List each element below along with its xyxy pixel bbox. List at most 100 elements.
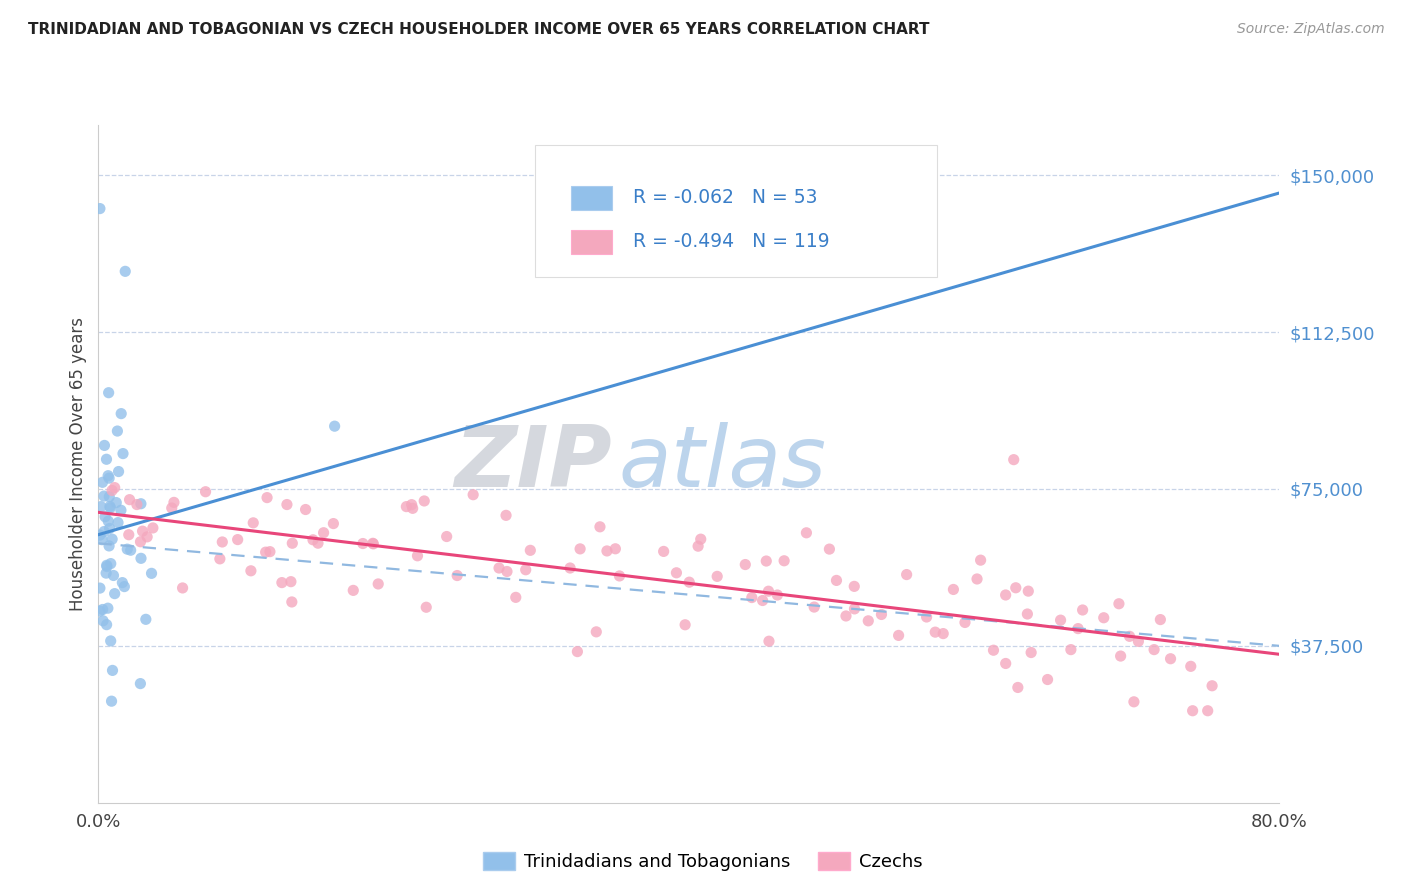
Point (983, 643, 1005, 657)
Point (519, 543, 541, 558)
Point (1060, 642, 1083, 657)
Point (98, 521, 121, 535)
Point (589, 520, 612, 534)
Point (567, 644, 589, 658)
Point (89, 202, 111, 216)
Text: Source: ZipAtlas.com: Source: ZipAtlas.com (1237, 22, 1385, 37)
Point (129, 534, 152, 549)
Point (90, 500, 112, 514)
Point (1036, 673, 1059, 687)
Text: R = -0.494   N = 119: R = -0.494 N = 119 (634, 232, 830, 252)
Point (1181, 704, 1204, 718)
Point (415, 600, 437, 615)
Point (766, 588, 789, 602)
Point (758, 634, 780, 648)
Point (96, 452, 118, 467)
Point (114, 264, 136, 278)
Point (101, 532, 124, 546)
Point (105, 495, 128, 509)
Point (1180, 659, 1202, 673)
Point (93, 524, 115, 539)
Point (406, 549, 429, 563)
Point (91, 475, 114, 490)
Point (844, 579, 866, 593)
Point (488, 561, 510, 575)
Point (741, 591, 763, 605)
Point (280, 574, 302, 589)
Point (100, 557, 122, 571)
Point (104, 587, 127, 601)
Point (1128, 634, 1150, 648)
Point (825, 574, 848, 588)
Point (94, 509, 117, 524)
Point (367, 577, 389, 591)
Point (673, 617, 696, 632)
Point (605, 541, 627, 556)
Point (302, 533, 325, 547)
Point (136, 530, 159, 544)
Point (1017, 584, 1039, 599)
Point (254, 545, 277, 559)
Point (994, 657, 1017, 671)
Point (117, 542, 139, 557)
Point (915, 610, 938, 624)
Point (665, 566, 688, 580)
Point (96, 559, 118, 574)
Text: ZIP: ZIP (454, 422, 612, 506)
Point (835, 609, 858, 624)
Point (98, 471, 121, 485)
FancyBboxPatch shape (571, 186, 612, 210)
Point (135, 612, 157, 626)
Point (89, 604, 111, 618)
Point (118, 492, 141, 507)
Point (259, 544, 281, 558)
Text: TRINIDADIAN AND TOBAGONIAN VS CZECH HOUSEHOLDER INCOME OVER 65 YEARS CORRELATION: TRINIDADIAN AND TOBAGONIAN VS CZECH HOUS… (28, 22, 929, 37)
Point (105, 424, 128, 438)
Point (1002, 452, 1025, 467)
Point (446, 568, 468, 582)
Point (1017, 607, 1039, 621)
FancyBboxPatch shape (536, 145, 936, 277)
Point (1067, 622, 1090, 636)
Point (94, 566, 117, 581)
Point (307, 536, 329, 550)
Point (97, 385, 120, 400)
Point (93, 489, 115, 503)
Point (706, 569, 728, 583)
Point (100, 500, 122, 515)
Point (751, 593, 773, 607)
Point (436, 529, 458, 543)
Point (1071, 603, 1094, 617)
Point (994, 588, 1017, 602)
Point (942, 582, 965, 597)
Point (734, 558, 756, 572)
Point (515, 563, 537, 577)
Point (96, 558, 118, 573)
Point (596, 544, 619, 558)
Point (142, 521, 165, 535)
Point (111, 575, 134, 590)
Point (1118, 629, 1140, 643)
FancyBboxPatch shape (571, 230, 612, 253)
Text: atlas: atlas (619, 422, 827, 506)
Point (969, 553, 991, 567)
Point (401, 501, 423, 516)
Point (129, 497, 152, 511)
Point (585, 624, 607, 639)
Point (352, 536, 374, 550)
Point (172, 581, 194, 595)
Point (281, 595, 304, 609)
Point (194, 484, 217, 499)
Point (803, 600, 825, 615)
Point (1019, 646, 1042, 660)
Point (110, 503, 132, 517)
Point (97, 601, 120, 615)
Point (363, 537, 385, 551)
Point (496, 565, 519, 579)
Point (558, 561, 581, 575)
Point (569, 541, 592, 556)
Point (100, 694, 122, 708)
Point (226, 533, 249, 547)
Point (395, 500, 418, 514)
Point (342, 583, 364, 598)
